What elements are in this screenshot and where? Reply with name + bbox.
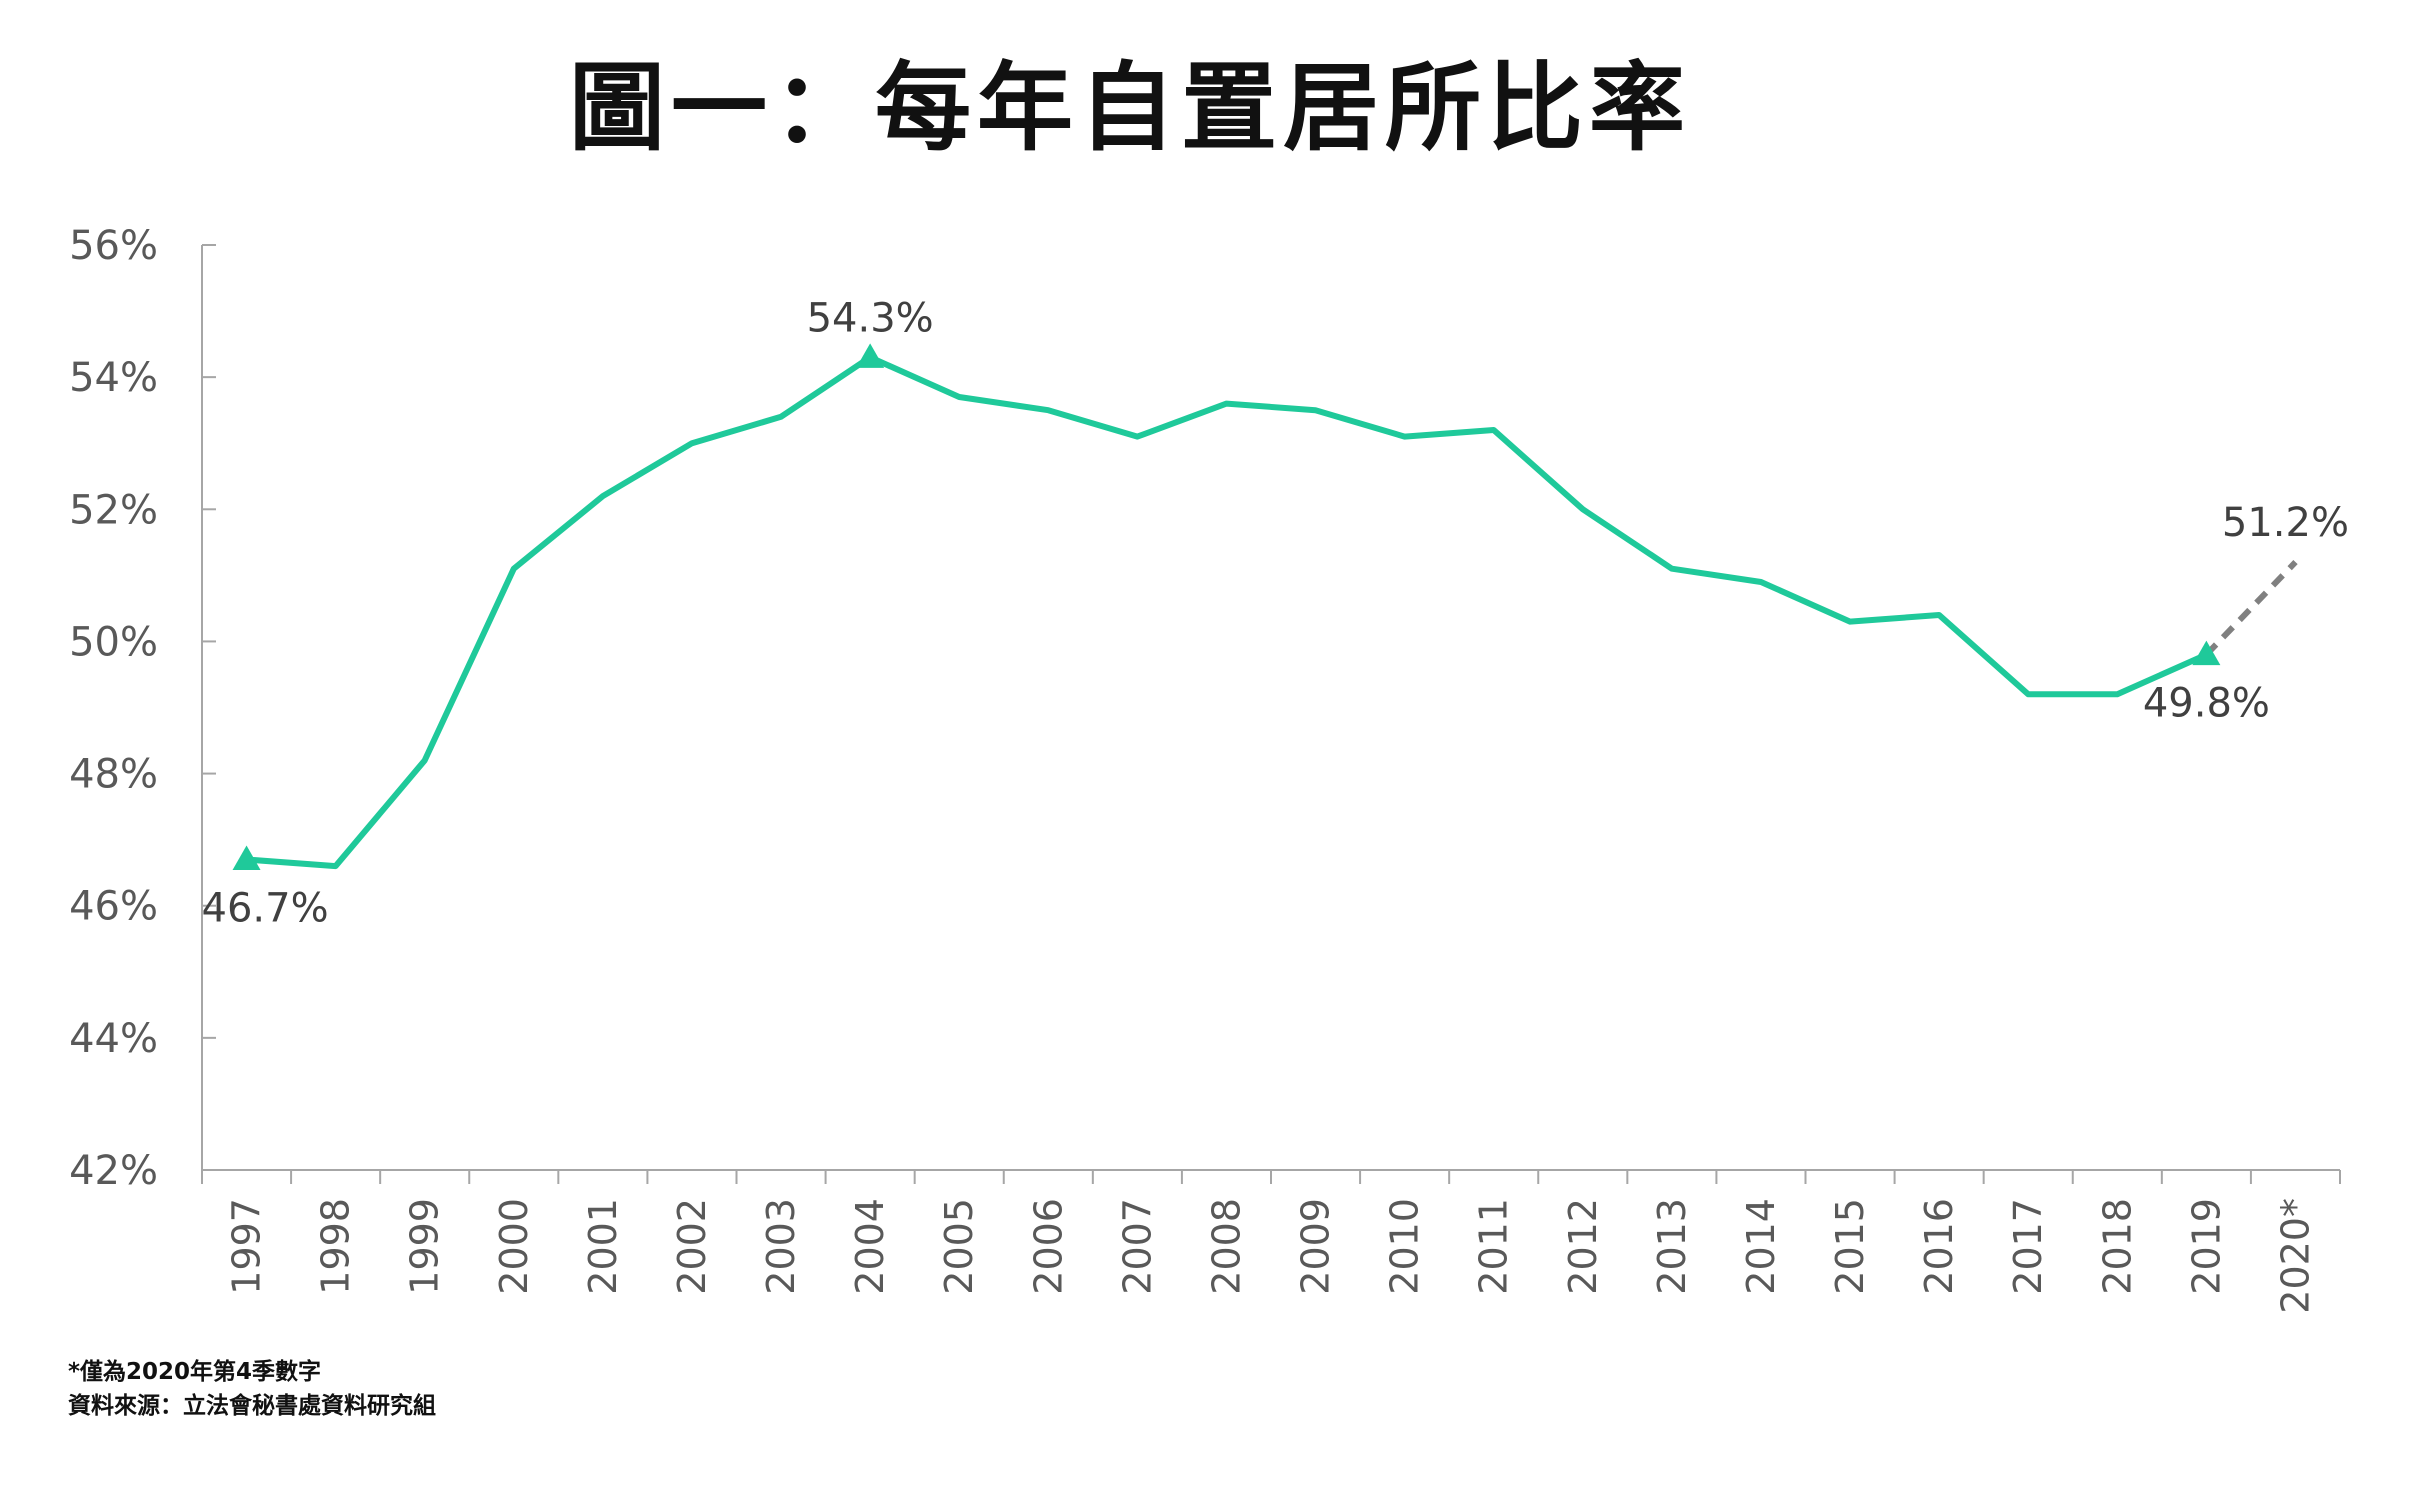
- y-tick-label: 46%: [69, 884, 158, 930]
- x-tick-label: 2014: [1739, 1198, 1783, 1295]
- y-tick-label: 48%: [69, 752, 158, 798]
- x-tick-label: 2019: [2184, 1198, 2228, 1295]
- x-tick-label: 2007: [1115, 1198, 1159, 1295]
- data-label: 49.8%: [2143, 681, 2270, 727]
- x-tick-label: 2005: [937, 1198, 981, 1295]
- data-labels: 46.7% 54.3% 49.8% 51.2%: [202, 295, 2349, 931]
- y-tick-label: 56%: [69, 223, 158, 269]
- x-tick-label: 1999: [403, 1198, 447, 1295]
- triangle-marker: [856, 343, 885, 368]
- y-axis: 42% 44% 46% 48% 50% 52% 54% 56%: [69, 223, 216, 1194]
- data-markers: [232, 343, 2221, 870]
- triangle-marker: [232, 845, 261, 870]
- chart-title: 圖一：每年自置居所比率: [569, 52, 1691, 164]
- x-tick-label: 2002: [670, 1198, 714, 1295]
- series-line: [243, 354, 2210, 870]
- x-tick-label: 2017: [2006, 1198, 2050, 1295]
- x-tick-label: 2006: [1026, 1198, 1070, 1295]
- data-label: 51.2%: [2222, 500, 2349, 546]
- data-label: 54.3%: [807, 295, 934, 341]
- triangle-marker: [2192, 640, 2221, 666]
- series-lines: [243, 354, 2298, 870]
- x-tick-label: 2013: [1650, 1198, 1694, 1295]
- x-tick-label: 1998: [314, 1198, 358, 1295]
- x-tick-label: 2000: [492, 1198, 536, 1295]
- x-tick-label: 2004: [848, 1198, 892, 1295]
- x-tick-label: 1997: [225, 1198, 269, 1295]
- y-tick-label: 44%: [69, 1016, 158, 1062]
- y-tick-label: 52%: [69, 487, 158, 533]
- x-tick-label: 2020*: [2273, 1198, 2317, 1314]
- x-tick-label: 2009: [1294, 1198, 1338, 1295]
- footnote-note: *僅為2020年第4季數字: [68, 1359, 322, 1385]
- series-line-dashed: [2204, 560, 2298, 657]
- footnote-source: 資料來源：立法會秘書處資料研究組: [68, 1393, 436, 1419]
- x-tick-label: 2001: [581, 1198, 625, 1295]
- data-label: 46.7%: [202, 885, 329, 931]
- x-tick-label: 2018: [2095, 1198, 2139, 1295]
- x-tick-label: 2015: [1828, 1198, 1872, 1295]
- x-tick-label: 2003: [759, 1198, 803, 1295]
- y-tick-label: 42%: [69, 1148, 158, 1194]
- x-tick-label: 2012: [1561, 1198, 1605, 1295]
- x-tick-label: 2008: [1204, 1198, 1248, 1295]
- x-tick-label: 2011: [1472, 1198, 1516, 1295]
- x-tick-label: 2016: [1917, 1198, 1961, 1295]
- y-tick-label: 50%: [69, 619, 158, 665]
- x-tick-label: 2010: [1383, 1198, 1427, 1295]
- y-tick-label: 54%: [69, 355, 158, 401]
- x-axis: 1997 1998 1999 2000 2001 2002 2003 2004 2005 2006…: [201, 1169, 2341, 1314]
